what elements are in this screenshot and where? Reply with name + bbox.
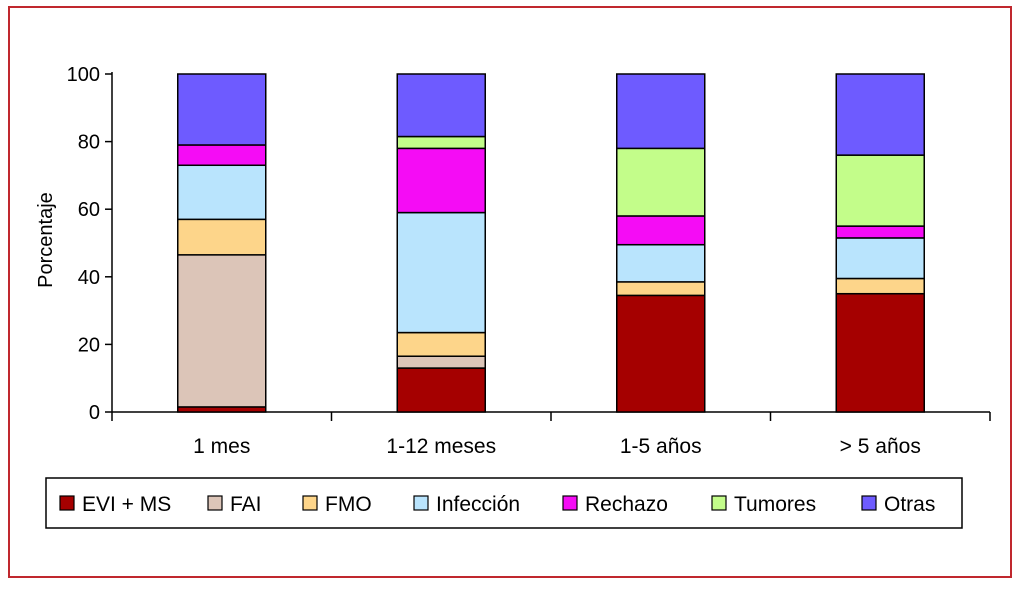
bar-segment — [396, 147, 486, 214]
bar-segment — [396, 331, 486, 357]
bar-segment — [396, 73, 486, 138]
chart-frame — [8, 6, 1012, 578]
legend-swatch — [207, 495, 223, 511]
legend-label: Rechazo — [585, 493, 668, 516]
bar-segment — [616, 243, 706, 283]
y-axis-label: Porcentaje — [35, 192, 57, 288]
bar-segment — [177, 144, 267, 167]
legend-label: Infección — [436, 493, 520, 516]
legend-swatch — [59, 495, 75, 511]
bar-segment — [616, 147, 706, 217]
bar-segment — [177, 218, 267, 256]
legend-label: EVI + MS — [82, 493, 171, 516]
bar-segment — [396, 355, 486, 369]
bar-segment — [835, 225, 925, 239]
legend-swatch — [302, 495, 318, 511]
legend-label: FAI — [230, 493, 262, 516]
bar-segment — [177, 254, 267, 408]
x-tick-label: 1-5 años — [620, 435, 702, 458]
y-tick-label: 100 — [67, 64, 100, 86]
bar-segment — [616, 281, 706, 297]
bar-segment — [177, 73, 267, 146]
legend-swatch — [711, 495, 727, 511]
bar-segment — [396, 367, 486, 413]
x-tick-label: 1 mes — [193, 435, 250, 458]
y-axis: 0 20 40 60 80 100 — [67, 64, 113, 424]
y-tick-label: 20 — [78, 334, 100, 356]
legend-swatch — [562, 495, 578, 511]
bar-segment — [835, 154, 925, 227]
x-axis: 1 mes 1-12 meses 1-5 años > 5 años — [111, 411, 991, 458]
bars — [177, 73, 925, 413]
bar-segment — [835, 277, 925, 295]
bar-segment — [835, 237, 925, 280]
bar-segment — [616, 73, 706, 150]
bar-segment — [396, 211, 486, 334]
bar-segment — [177, 406, 267, 413]
legend: EVI + MS FAI FMO Infección Rechazo Tumores Otr… — [45, 477, 963, 529]
y-tick-label: 40 — [78, 267, 100, 289]
x-tick-label: > 5 años — [840, 435, 921, 458]
legend-label: Tumores — [734, 493, 816, 516]
bar-segment — [616, 215, 706, 246]
bar-segment — [835, 292, 925, 413]
y-tick-label: 60 — [78, 199, 100, 221]
x-tick-label: 1-12 meses — [386, 435, 496, 458]
legend-box — [45, 477, 963, 529]
bar-segment — [396, 135, 486, 150]
legend-label: Otras — [884, 493, 935, 516]
y-tick-label: 0 — [89, 402, 100, 424]
y-tick-label: 80 — [78, 132, 100, 154]
bar-segment — [177, 164, 267, 221]
legend-swatch — [413, 495, 429, 511]
bar-segment — [616, 294, 706, 413]
bar-segment — [835, 73, 925, 156]
legend-swatch — [861, 495, 877, 511]
legend-label: FMO — [325, 493, 372, 516]
